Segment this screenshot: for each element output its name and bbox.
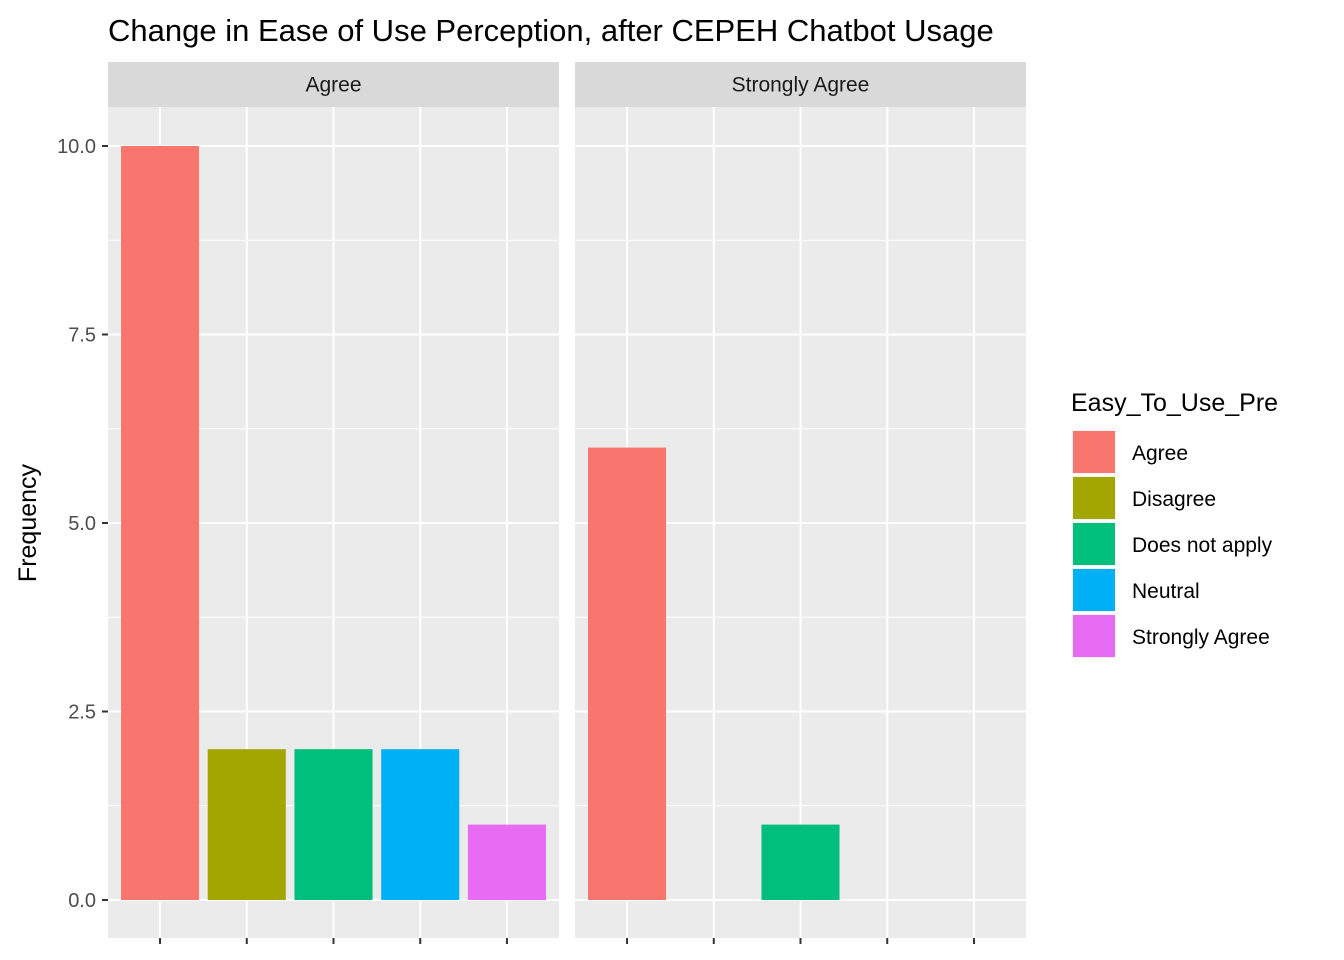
y-axis-title: Frequency [14, 463, 42, 582]
legend-entry-label: Neutral [1132, 580, 1200, 603]
legend-key-swatch [1073, 477, 1115, 519]
bar-agree [121, 146, 200, 900]
legend-entry-label: Disagree [1132, 488, 1216, 511]
facet-panel: Strongly Agree [575, 62, 1026, 944]
legend-entry-label: Agree [1132, 442, 1188, 465]
legend-key-swatch [1073, 569, 1115, 611]
y-tick-label: 5.0 [68, 513, 96, 535]
legend-entry-label: Does not apply [1132, 534, 1273, 557]
bar-strongly-agree [467, 824, 546, 900]
bar-disagree [207, 749, 286, 900]
facet-strip-label: Agree [305, 74, 361, 97]
facets: Agree Strongly Agree [108, 62, 1026, 944]
legend-key-swatch [1073, 615, 1115, 657]
facet-panel: Agree [108, 62, 559, 944]
legend-title: Easy_To_Use_Pre [1071, 389, 1278, 417]
legend-key-swatch [1073, 431, 1115, 473]
bar-agree [588, 447, 667, 900]
y-tick-label: 0.0 [68, 890, 96, 912]
chart-title: Change in Ease of Use Perception, after … [108, 13, 994, 48]
y-tick-label: 2.5 [68, 702, 96, 724]
facet-strip [108, 62, 559, 107]
y-tick-label: 7.5 [68, 325, 96, 347]
facet-strip-label: Strongly Agree [732, 74, 870, 97]
bar-does-not-apply [761, 824, 840, 900]
legend-key-swatch [1073, 523, 1115, 565]
bar-does-not-apply [294, 749, 373, 900]
bar-neutral [381, 749, 460, 900]
y-tick-label: 10.0 [57, 136, 96, 158]
legend-entry-label: Strongly Agree [1132, 626, 1270, 649]
facet-strip [575, 62, 1026, 107]
legend: Easy_To_Use_Pre Agree Disagree Does not app… [1071, 389, 1278, 658]
y-axis: 0.0 2.5 5.0 7.5 10.0 [57, 136, 108, 912]
